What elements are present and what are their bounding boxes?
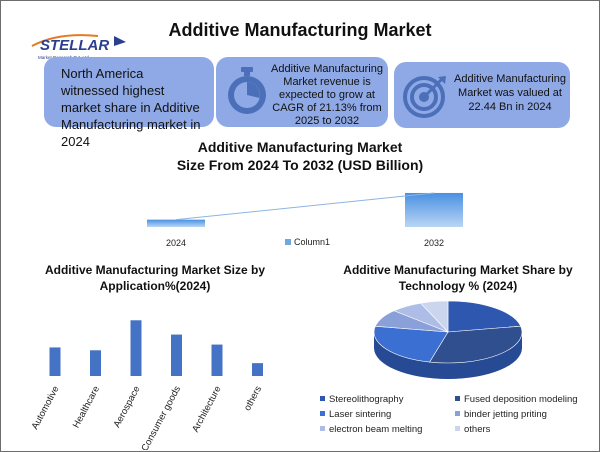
info-box-valuation-text: Additive Manufacturing Market was valued… — [454, 73, 566, 113]
market-size-chart-title-line2: Size From 2024 To 2032 (USD Billion) — [176, 157, 424, 173]
technology-legend-label: Stereolithography — [329, 394, 404, 405]
market-size-trendline — [175, 192, 435, 221]
info-box-north-america: North America witnessed highest market s… — [44, 57, 214, 149]
market-size-chart: 2024 2032 Column1 — [147, 192, 463, 248]
application-bar — [130, 320, 142, 376]
technology-chart: Stereolithography Fused deposition modeli… — [320, 300, 578, 435]
technology-legend-swatch — [320, 411, 325, 416]
technology-legend-label: Laser sintering — [329, 409, 391, 420]
application-tick-label: others — [242, 384, 264, 413]
technology-legend-label: electron beam melting — [329, 424, 422, 435]
application-bar — [90, 350, 101, 376]
technology-legend-swatch — [455, 396, 460, 401]
technology-legend-swatch — [320, 396, 325, 401]
info-box-north-america-text: North America witnessed highest market s… — [61, 66, 201, 149]
technology-chart-title-line2: Technology % (2024) — [398, 279, 518, 293]
technology-legend-label: Fused deposition modeling — [464, 394, 578, 405]
target-icon — [403, 76, 446, 118]
application-tick-label: Aerospace — [112, 384, 143, 429]
technology-chart-title-line1: Additive Manufacturing Market Share by — [343, 263, 573, 277]
info-box-cagr: Additive Manufacturing Market revenue is… — [216, 57, 388, 127]
application-chart-title-line2: Application%(2024) — [99, 279, 211, 293]
technology-pie-slice — [373, 325, 449, 363]
technology-pie-slice — [429, 325, 523, 364]
technology-pie-slice — [447, 300, 522, 333]
application-tick-label: Healthcare — [71, 384, 102, 430]
technology-chart-title: Additive Manufacturing Market Share by T… — [318, 262, 598, 294]
info-box-valuation: Additive Manufacturing Market was valued… — [394, 62, 570, 128]
application-bar — [49, 347, 61, 376]
market-size-bar — [147, 219, 205, 227]
application-tick-label: Automotive — [30, 384, 62, 431]
application-tick-label: Consumer goods — [139, 384, 183, 450]
market-size-tick-label: 2032 — [424, 238, 444, 248]
technology-legend-swatch — [320, 426, 325, 431]
market-size-tick-label: 2024 — [166, 238, 186, 248]
stopwatch-icon — [228, 67, 266, 114]
application-bar — [171, 334, 182, 376]
market-size-legend-swatch — [285, 239, 291, 245]
technology-legend-label: others — [464, 424, 491, 435]
info-box-cagr-text: Additive Manufacturing Market revenue is… — [271, 63, 383, 127]
technology-legend-label: binder jetting priting — [464, 409, 547, 420]
application-bar — [252, 363, 263, 376]
market-size-legend-label: Column1 — [294, 237, 330, 247]
application-tick-label: Architecture — [190, 384, 224, 434]
page-title: Additive Manufacturing Market — [168, 20, 432, 40]
market-size-chart-title-line1: Additive Manufacturing Market — [197, 139, 403, 155]
technology-legend-swatch — [455, 426, 460, 431]
technology-legend-swatch — [455, 411, 460, 416]
logo-brand: STELLAR — [40, 37, 109, 54]
application-chart-title-line1: Additive Manufacturing Market Size by — [44, 263, 266, 277]
application-chart-title: Additive Manufacturing Market Size by Ap… — [20, 262, 290, 294]
technology-pie-depth — [374, 332, 522, 379]
technology-pie-slice — [420, 300, 449, 333]
market-size-bar — [405, 192, 463, 227]
application-bar — [211, 344, 223, 376]
